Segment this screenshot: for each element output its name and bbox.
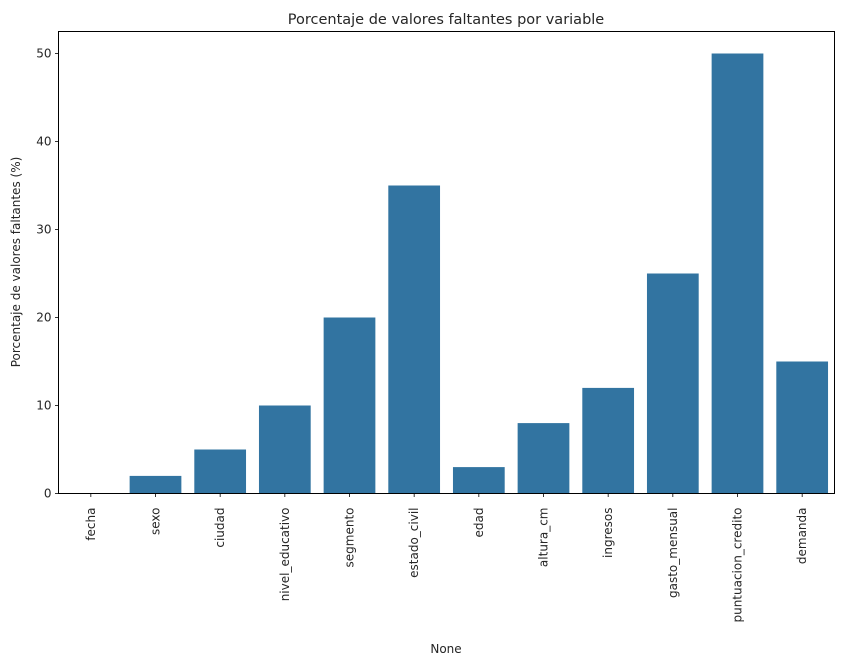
bars-group	[129, 53, 829, 494]
x-tick-label: segmento	[343, 508, 357, 568]
x-tick-label: edad	[472, 508, 486, 538]
y-tick-label: 50	[36, 47, 51, 61]
bar-ingresos	[582, 387, 635, 494]
bar-sexo	[129, 475, 182, 494]
x-tick-label: sexo	[149, 508, 163, 536]
bar-altura_cm	[517, 423, 570, 494]
bar-gasto_mensual	[646, 273, 699, 494]
y-axis-label: Porcentaje de valores faltantes (%)	[9, 157, 23, 368]
y-tick-label: 0	[44, 487, 52, 501]
y-axis: 0 10 20 30 40 50	[36, 47, 59, 501]
x-tick-label: ciudad	[213, 508, 227, 548]
y-tick-label: 10	[36, 399, 51, 413]
y-tick-label: 30	[36, 223, 51, 237]
bar-segmento	[323, 317, 376, 494]
x-axis-label: None	[430, 642, 461, 656]
x-tick-label: estado_civil	[407, 508, 421, 578]
x-tick-label: gasto_mensual	[666, 508, 680, 599]
y-tick-label: 20	[36, 311, 51, 325]
chart-title: Porcentaje de valores faltantes por vari…	[288, 12, 605, 28]
bar-demanda	[776, 361, 829, 494]
bar-edad	[452, 467, 505, 494]
bar-nivel_educativo	[258, 405, 311, 494]
x-tick-label: altura_cm	[537, 508, 551, 568]
x-tick-label: ingresos	[601, 508, 615, 558]
bar-estado_civil	[388, 185, 441, 494]
x-tick-label: demanda	[795, 508, 809, 565]
x-tick-label: puntuacion_credito	[731, 508, 745, 623]
bar-ciudad	[194, 449, 247, 494]
x-tick-label: nivel_educativo	[278, 508, 292, 602]
plot-frame	[58, 31, 835, 494]
x-tick-label: fecha	[84, 508, 98, 541]
bar-puntuacion_credito	[711, 53, 764, 494]
x-axis: fecha sexo ciudad nivel_educativo segmento es…	[84, 493, 809, 623]
y-tick-label: 40	[36, 135, 51, 149]
